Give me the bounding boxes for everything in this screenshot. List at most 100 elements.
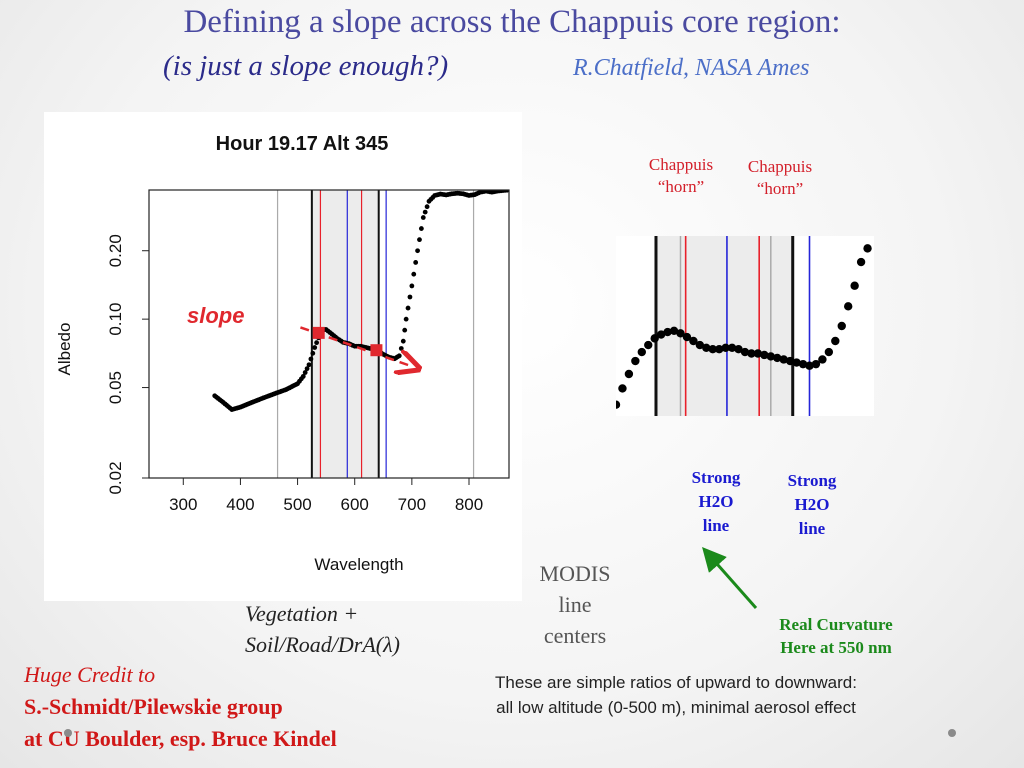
slope-label: slope bbox=[187, 303, 244, 328]
data-point bbox=[314, 340, 320, 346]
data-point bbox=[407, 294, 413, 300]
strong-h2o-label-2: Strong H2O line bbox=[787, 471, 837, 538]
slope-marker bbox=[370, 344, 383, 357]
data-point bbox=[312, 345, 318, 350]
data-point bbox=[792, 358, 801, 367]
albedo-chart: Hour 19.17 Alt 345 300 400 500 600 700 800 0.02… bbox=[55, 133, 510, 574]
vegetation-label: Vegetation + Soil/Road/DrA(λ) bbox=[245, 601, 400, 657]
data-point bbox=[300, 373, 306, 379]
data-point bbox=[417, 237, 422, 243]
chart-title: Hour 19.17 Alt 345 bbox=[216, 133, 389, 155]
data-point bbox=[504, 190, 509, 193]
y-axis-label: Albedo bbox=[55, 323, 74, 376]
data-point bbox=[779, 355, 788, 364]
data-point bbox=[727, 343, 737, 352]
data-point bbox=[760, 350, 769, 360]
nav-dot-left[interactable] bbox=[64, 729, 72, 737]
data-point bbox=[715, 345, 724, 354]
data-point bbox=[302, 370, 308, 375]
data-point bbox=[734, 345, 743, 354]
data-point bbox=[418, 226, 424, 231]
data-point bbox=[689, 336, 698, 346]
data-point bbox=[785, 356, 795, 366]
data-point bbox=[850, 281, 859, 290]
data-point bbox=[798, 359, 808, 369]
data-point bbox=[831, 336, 840, 346]
data-point bbox=[618, 384, 627, 393]
data-point bbox=[766, 352, 775, 361]
data-point bbox=[669, 326, 679, 336]
highlight-region bbox=[655, 236, 793, 416]
x-tick-label: 300 bbox=[169, 495, 197, 514]
data-point bbox=[844, 302, 853, 311]
data-point bbox=[805, 361, 814, 370]
real-curvature-label: Real Curvature Here at 550 nm bbox=[779, 615, 893, 657]
right-chart-panel bbox=[611, 236, 874, 416]
data-point bbox=[637, 347, 646, 357]
x-axis-label: Wavelength bbox=[314, 555, 403, 574]
data-point bbox=[396, 353, 402, 359]
x-tick-label: 700 bbox=[398, 495, 426, 514]
data-point bbox=[415, 248, 420, 254]
data-point bbox=[304, 366, 310, 372]
data-point bbox=[695, 340, 705, 350]
y-tick-label: 0.05 bbox=[106, 371, 125, 404]
data-point bbox=[753, 349, 763, 358]
author-credit: R.Chatfield, NASA Ames bbox=[573, 55, 810, 81]
data-point bbox=[413, 260, 419, 265]
y-tick-label: 0.20 bbox=[106, 234, 125, 267]
data-point bbox=[863, 244, 872, 253]
data-point bbox=[650, 334, 659, 343]
chappuis-zoom-chart bbox=[611, 236, 872, 416]
data-point bbox=[682, 332, 692, 342]
data-point bbox=[824, 347, 834, 357]
data-point bbox=[420, 215, 426, 220]
data-point bbox=[398, 346, 404, 351]
data-point bbox=[818, 355, 827, 364]
plot-area bbox=[212, 190, 509, 478]
data-point bbox=[611, 400, 621, 409]
x-tick-label: 400 bbox=[226, 495, 254, 514]
data-point bbox=[708, 345, 717, 354]
nav-dot-right[interactable] bbox=[948, 729, 956, 737]
data-point bbox=[411, 271, 417, 277]
data-point bbox=[856, 257, 866, 267]
data-point bbox=[837, 321, 846, 331]
curvature-arrow bbox=[702, 547, 758, 609]
chappuis-horn-label-1: Chappuis “horn” bbox=[648, 155, 714, 196]
data-point bbox=[310, 350, 316, 356]
data-point bbox=[403, 316, 409, 322]
data-point bbox=[624, 369, 634, 379]
data-point bbox=[747, 349, 756, 358]
data-point bbox=[400, 338, 406, 344]
data-point bbox=[702, 343, 711, 352]
page-title: Defining a slope across the Chappuis cor… bbox=[183, 4, 841, 40]
ratios-note: These are simple ratios of upward to dow… bbox=[495, 673, 857, 717]
data-point bbox=[644, 340, 653, 350]
data-point bbox=[402, 327, 408, 333]
left-chart-panel: Hour 19.17 Alt 345 300 400 500 600 700 800 0.02… bbox=[44, 112, 522, 601]
data-point bbox=[663, 327, 672, 337]
data-point bbox=[656, 330, 666, 339]
data-point bbox=[424, 204, 430, 210]
plot-frame bbox=[148, 189, 510, 479]
chappuis-horn-label-2: Chappuis “horn” bbox=[747, 157, 813, 198]
data-point bbox=[308, 356, 314, 362]
modis-label: MODIS line centers bbox=[539, 561, 611, 648]
data-point bbox=[306, 362, 312, 368]
data-point bbox=[631, 356, 640, 366]
strong-h2o-label-1: Strong H2O line bbox=[691, 468, 741, 535]
data-point bbox=[409, 283, 415, 289]
data-point bbox=[422, 209, 428, 215]
y-tick-label: 0.10 bbox=[106, 303, 125, 336]
x-tick-label: 600 bbox=[341, 495, 369, 514]
x-tick-label: 800 bbox=[455, 495, 483, 514]
credit-block: Huge Credit to S.-Schmidt/Pilewskie grou… bbox=[24, 662, 337, 751]
data-point bbox=[773, 353, 782, 363]
y-tick-label: 0.02 bbox=[106, 461, 125, 494]
data-point bbox=[405, 305, 411, 311]
slope-marker bbox=[312, 326, 325, 339]
data-point bbox=[740, 347, 750, 357]
page-subtitle: (is just a slope enough?) bbox=[163, 50, 449, 82]
data-point bbox=[676, 329, 685, 338]
